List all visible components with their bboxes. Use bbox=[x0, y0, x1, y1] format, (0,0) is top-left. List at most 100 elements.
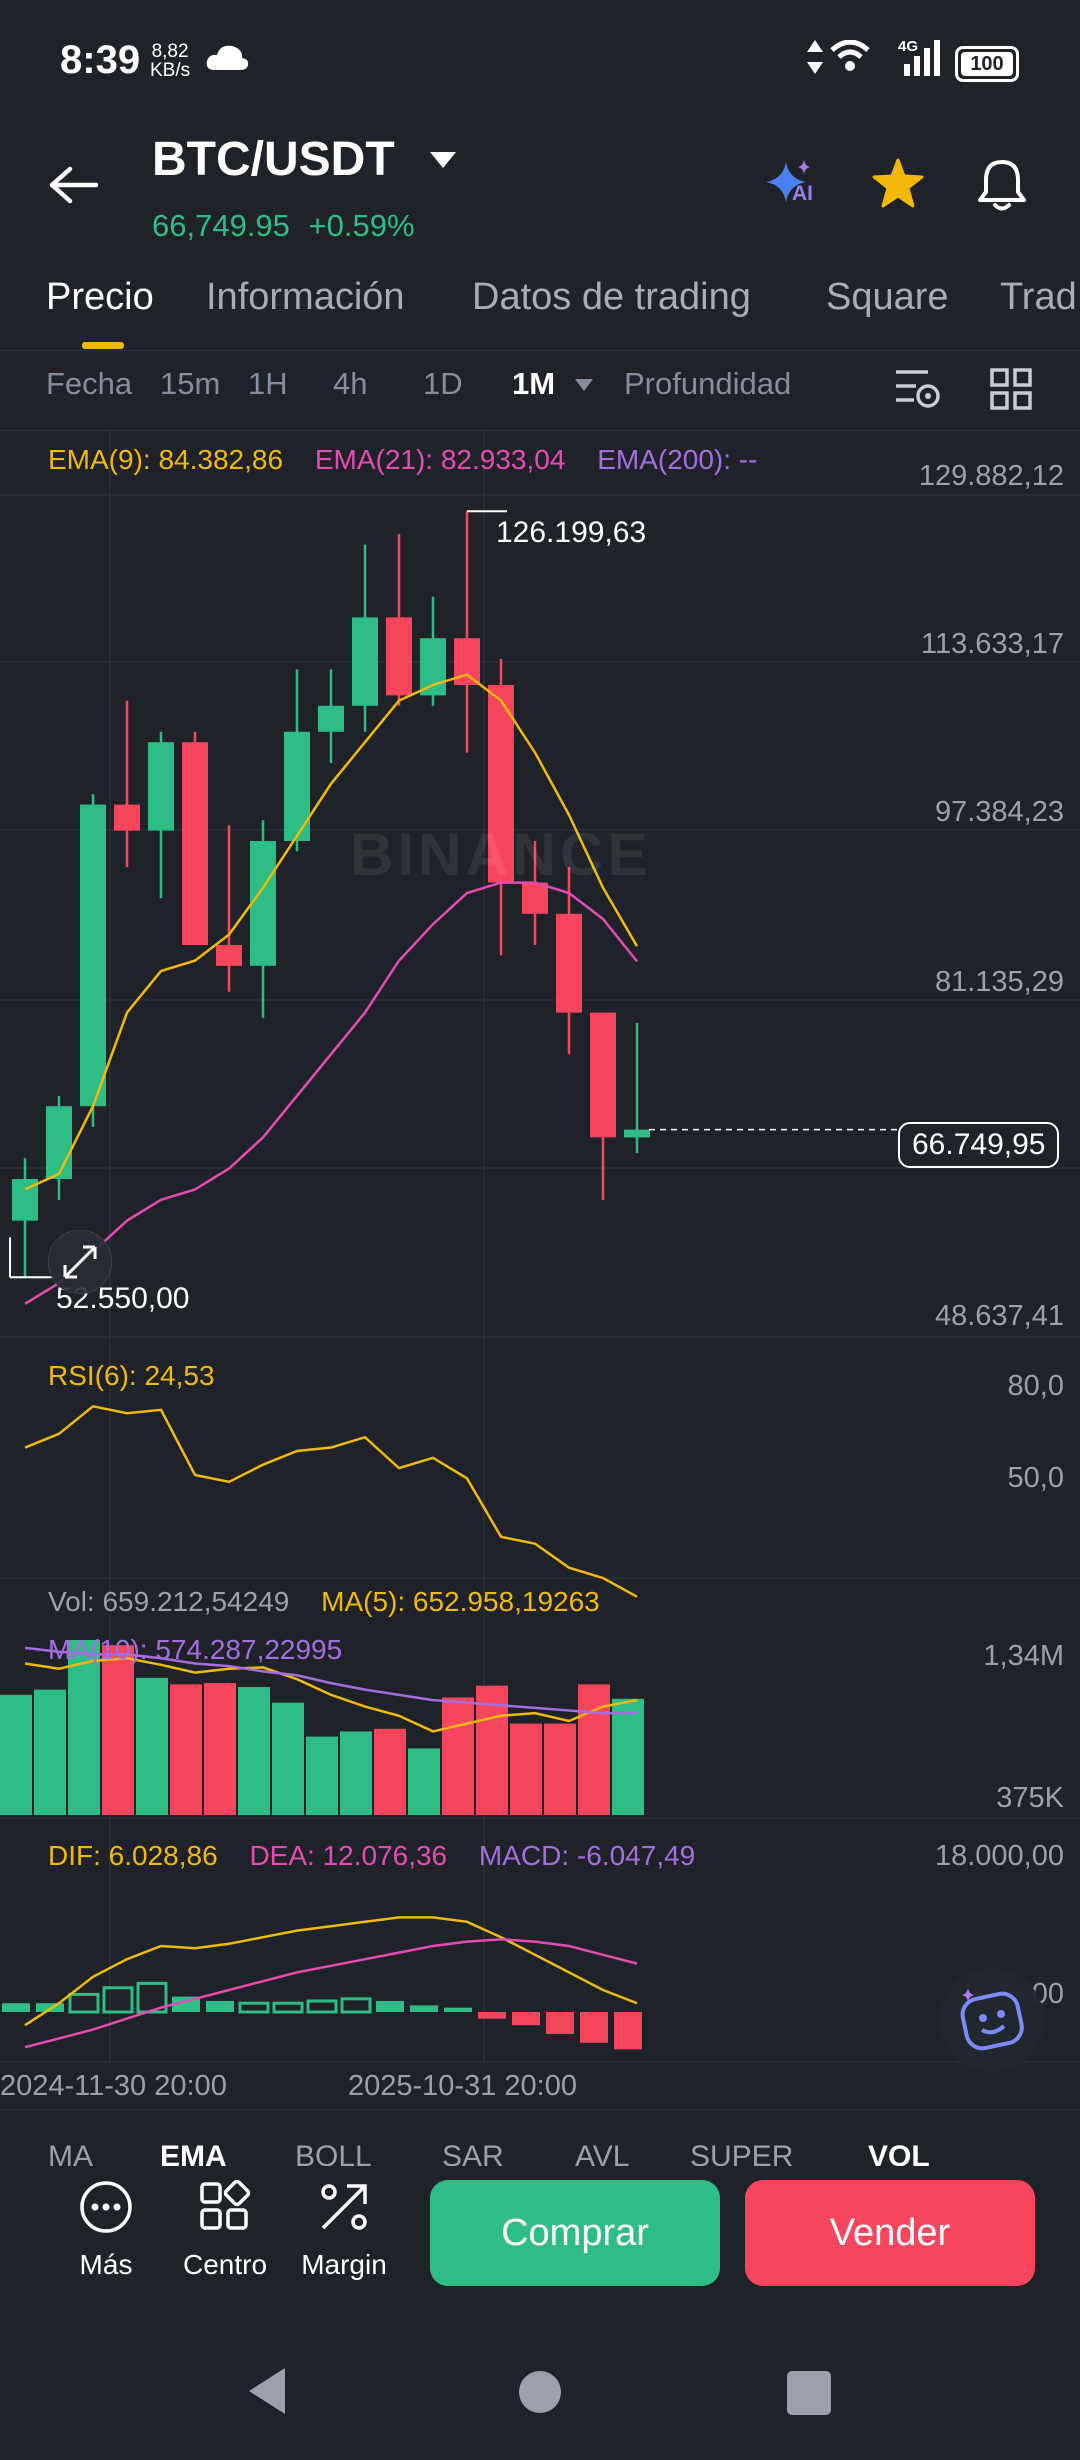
macd-label: MACD: -6.047,49 bbox=[478, 1840, 696, 1871]
candle-body bbox=[182, 742, 208, 946]
volume-bar bbox=[442, 1697, 474, 1815]
price-axis-label: 129.882,12 bbox=[918, 460, 1064, 492]
sell-button[interactable]: Vender bbox=[745, 2180, 1035, 2286]
tab-precio[interactable]: Precio bbox=[46, 276, 154, 318]
rsi-axis-label: 50,0 bbox=[1007, 1462, 1064, 1494]
vol-ma5-line bbox=[24, 1657, 638, 1733]
centro-button[interactable]: Centro bbox=[165, 2179, 285, 2281]
tab-trad[interactable]: Trad bbox=[1000, 276, 1077, 318]
indicator-ema[interactable]: EMA bbox=[160, 2140, 227, 2166]
macd-bar bbox=[272, 2001, 304, 2014]
candle-body bbox=[488, 684, 514, 883]
macd-bar bbox=[614, 2012, 642, 2050]
interval-1d[interactable]: 1D bbox=[423, 366, 463, 401]
pair-title[interactable]: BTC/USDT bbox=[152, 133, 395, 186]
chevron-down-icon[interactable] bbox=[428, 150, 458, 170]
data-arrows-icon bbox=[807, 40, 823, 74]
macd-bar bbox=[2, 2003, 30, 2012]
nav-home-icon[interactable] bbox=[518, 2370, 562, 2414]
macd-bar bbox=[478, 2012, 506, 2019]
indicator-avl[interactable]: AVL bbox=[575, 2140, 630, 2166]
interval-chevron-icon[interactable] bbox=[574, 378, 594, 392]
kline-chart[interactable] bbox=[0, 430, 1080, 2120]
candle-body bbox=[284, 731, 310, 841]
more-button[interactable]: Más bbox=[46, 2180, 166, 2281]
volume-bar bbox=[578, 1684, 610, 1815]
current-price-tag: 66.749,95 bbox=[898, 1122, 1060, 1168]
tab-square[interactable]: Square bbox=[826, 276, 949, 318]
tab-datos-trading[interactable]: Datos de trading bbox=[472, 276, 751, 318]
buy-button[interactable]: Comprar bbox=[430, 2180, 720, 2286]
interval-profundidad[interactable]: Profundidad bbox=[624, 366, 792, 401]
interval-1h[interactable]: 1H bbox=[248, 366, 288, 401]
interval-15m[interactable]: 15m bbox=[160, 366, 221, 401]
ma5-label: MA(5): 652.958,19263 bbox=[321, 1586, 600, 1617]
macd-bar bbox=[410, 2005, 438, 2012]
tab-informacion[interactable]: Información bbox=[206, 276, 405, 318]
indicator-vol[interactable]: VOL bbox=[868, 2140, 930, 2166]
interval-1m[interactable]: 1M bbox=[512, 366, 556, 401]
rsi-label: RSI(6): 24,53 bbox=[48, 1360, 215, 1391]
bell-icon[interactable] bbox=[976, 156, 1028, 212]
macd-bar bbox=[102, 1986, 134, 2014]
dea-line bbox=[24, 1938, 638, 2049]
status-time: 8:39 bbox=[60, 38, 141, 82]
fullscreen-button[interactable] bbox=[48, 1230, 112, 1294]
nav-recents-icon[interactable] bbox=[786, 2370, 832, 2416]
ai-assistant-button[interactable] bbox=[940, 1968, 1044, 2072]
volume-bar bbox=[170, 1684, 202, 1815]
expand-icon bbox=[63, 1245, 97, 1279]
interval-bar: Fecha 15m 1H 4h 1D 1M Profundidad bbox=[0, 352, 1080, 431]
indicator-boll[interactable]: BOLL bbox=[295, 2140, 372, 2166]
candle-body bbox=[386, 617, 412, 696]
robot-face-icon bbox=[960, 1988, 1024, 2051]
nav-back-icon[interactable] bbox=[245, 2366, 289, 2416]
macd-bar bbox=[376, 2001, 404, 2012]
macd-bar bbox=[206, 2001, 234, 2012]
candle-body bbox=[420, 638, 446, 696]
interval-4h[interactable]: 4h bbox=[333, 366, 368, 401]
last-price: 66,749.95 bbox=[152, 208, 290, 243]
ema-legend: EMA(9): 84.382,86 EMA(21): 82.933,04 EMA… bbox=[48, 444, 757, 476]
wifi-icon bbox=[830, 40, 870, 71]
ai-button[interactable]: AI bbox=[766, 160, 826, 212]
volume-bar bbox=[510, 1723, 542, 1815]
ma10-label: MA(10): 574.287,22995 bbox=[48, 1634, 343, 1665]
indicator-sar[interactable]: SAR bbox=[442, 2140, 504, 2166]
interval-fecha[interactable]: Fecha bbox=[46, 366, 133, 401]
indicator-selector: MA EMA BOLL SAR AVL SUPER VOL bbox=[0, 2120, 1080, 2166]
indicator-super[interactable]: SUPER bbox=[690, 2140, 794, 2166]
network-speed: 8,82 KB/s bbox=[150, 42, 190, 80]
time-axis-label: 2025-10-31 20:00 bbox=[348, 2070, 577, 2102]
macd-bar bbox=[546, 2012, 574, 2034]
more-icon bbox=[80, 2181, 132, 2233]
binance-watermark: BINANCE bbox=[350, 821, 652, 888]
layout-grid-icon[interactable] bbox=[990, 368, 1032, 410]
candle-body bbox=[522, 882, 548, 914]
macd-bar bbox=[136, 1981, 168, 2014]
vol-legend: Vol: 659.212,54249 MA(5): 652.958,19263 bbox=[48, 1586, 600, 1618]
ema21-label: EMA(21): 82.933,04 bbox=[314, 444, 566, 475]
high-price-label: 126.199,63 bbox=[496, 516, 647, 549]
main-tabs: Precio Información Datos de trading Squa… bbox=[0, 262, 1080, 351]
macd-bar bbox=[340, 1997, 372, 2014]
volume-bar bbox=[408, 1748, 440, 1815]
star-icon[interactable] bbox=[872, 158, 924, 208]
candle-body bbox=[216, 945, 242, 966]
centro-label: Centro bbox=[182, 2249, 268, 2280]
macd-bar bbox=[580, 2012, 608, 2043]
dif-label: DIF: 6.028,86 bbox=[48, 1840, 218, 1871]
network-type: 4G bbox=[898, 38, 919, 55]
status-bar: 8:39 8,82 KB/s 4G 100 bbox=[0, 0, 1080, 120]
indicator-ma[interactable]: MA bbox=[48, 2140, 93, 2166]
back-arrow-icon[interactable] bbox=[48, 165, 100, 205]
macd-bar bbox=[68, 1992, 100, 2014]
price-axis-label: 81.135,29 bbox=[934, 966, 1064, 998]
margin-button[interactable]: Margin bbox=[284, 2180, 404, 2281]
margin-icon bbox=[321, 2184, 367, 2230]
ema9-label: EMA(9): 84.382,86 bbox=[48, 444, 284, 475]
macd-bar bbox=[444, 2007, 472, 2012]
chart-settings-icon[interactable] bbox=[894, 366, 942, 410]
dif-line bbox=[24, 1916, 638, 2027]
volume-bar bbox=[102, 1645, 134, 1815]
